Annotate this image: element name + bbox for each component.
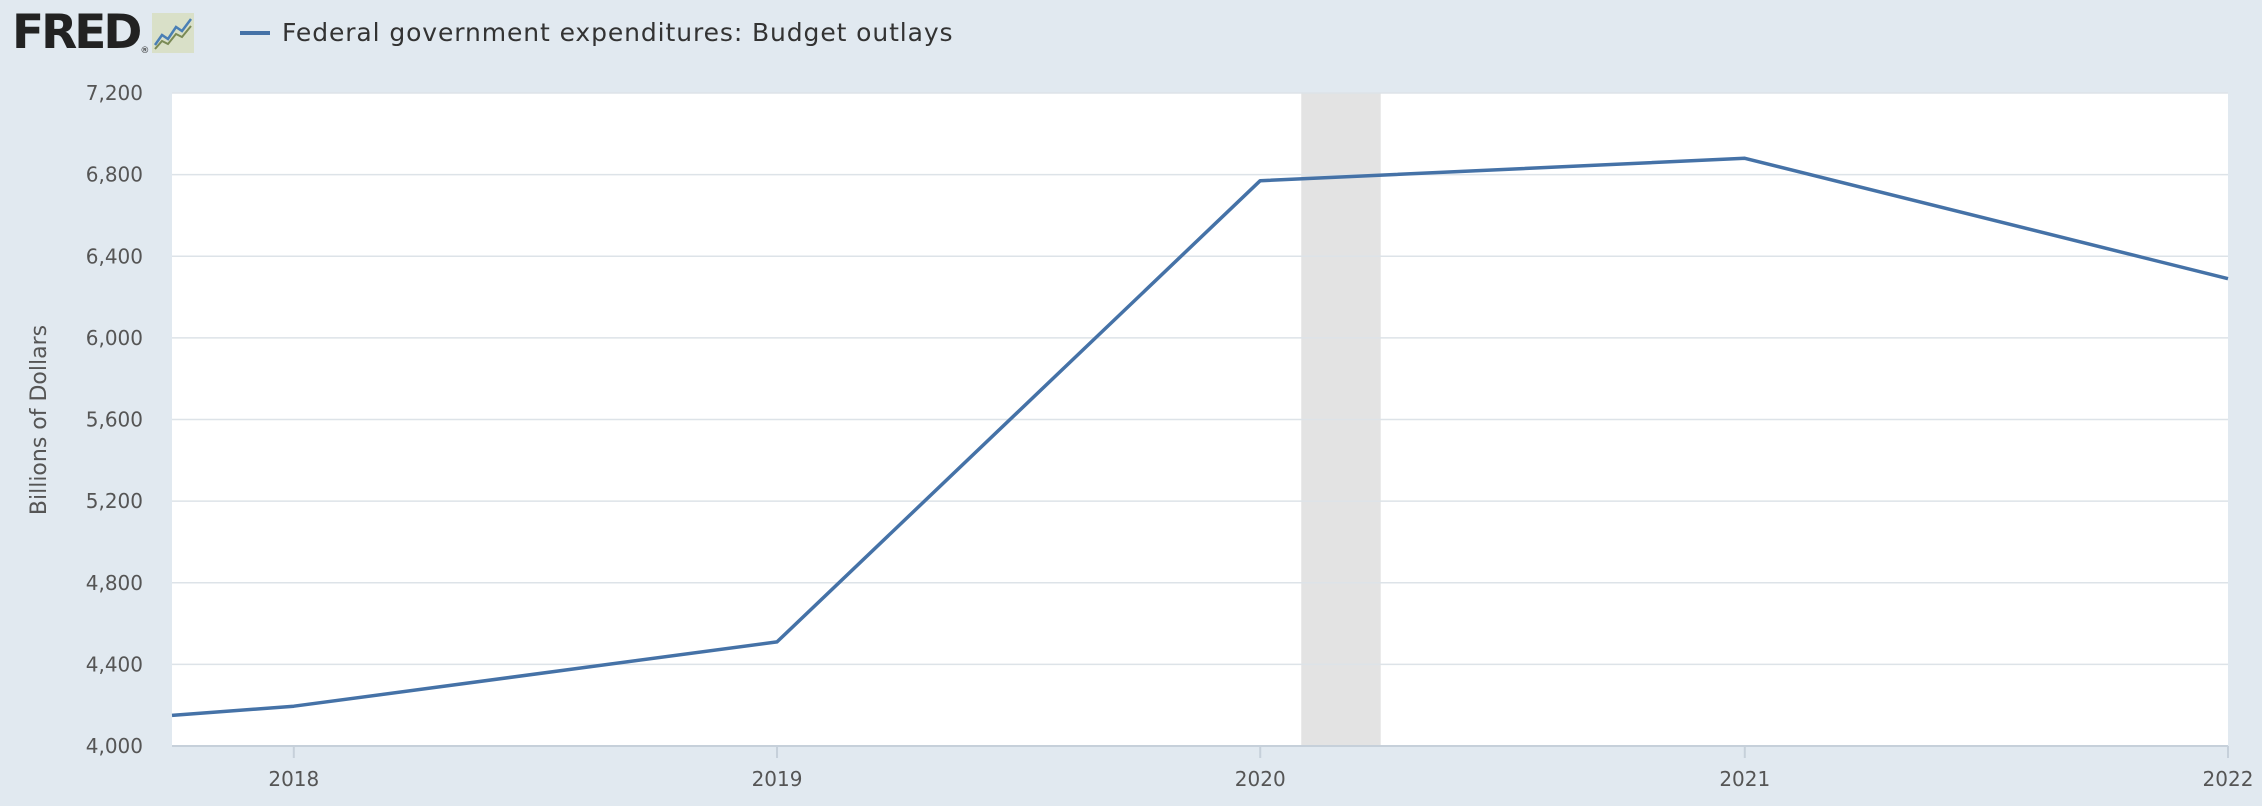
- y-tick-label: 6,000: [86, 326, 143, 350]
- y-tick-label: 6,800: [86, 163, 143, 187]
- x-tick-label: 2020: [1235, 767, 1286, 791]
- x-tick-label: 2022: [2203, 767, 2254, 791]
- chart-header: FRED ® Federal government expenditures: …: [0, 0, 2262, 70]
- legend-swatch: [240, 30, 270, 35]
- chart-legend: Federal government expenditures: Budget …: [240, 18, 953, 47]
- series-line-0: [171, 156, 2229, 718]
- y-tick-label: 4,800: [86, 571, 143, 595]
- fred-logo[interactable]: FRED ®: [12, 5, 195, 60]
- x-tick-label: 2021: [1719, 767, 1770, 791]
- gridlines: [172, 92, 2228, 747]
- y-tick-label: 4,000: [86, 734, 143, 758]
- x-tick-label: 2019: [752, 767, 803, 791]
- x-tick-label: 2018: [268, 767, 319, 791]
- line-graph-icon: [152, 13, 195, 53]
- y-tick-label: 5,600: [86, 408, 143, 432]
- y-tick-label: 6,400: [86, 244, 143, 268]
- series-layer: [171, 156, 2229, 718]
- y-tick-label: 4,400: [86, 652, 143, 676]
- legend-label: Federal government expenditures: Budget …: [282, 18, 954, 47]
- x-axis: 2018 2019 2020 2021 2022: [268, 746, 2253, 791]
- y-axis: 4,000 4,400 4,800 5,200 5,600 6,000 6,400 6,800…: [86, 81, 143, 758]
- y-tick-label: 7,200: [86, 81, 143, 105]
- y-axis-title: Billions of Dollars: [27, 325, 52, 515]
- fred-logo-text: FRED: [12, 5, 142, 60]
- registered-mark: ®: [140, 46, 150, 56]
- y-tick-label: 5,200: [86, 489, 143, 513]
